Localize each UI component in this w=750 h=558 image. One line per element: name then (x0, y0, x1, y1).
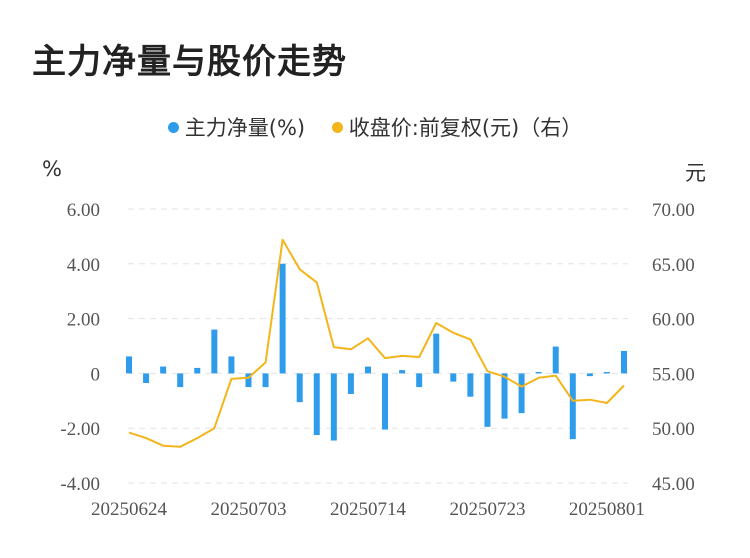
right-axis-unit: 元 (685, 161, 706, 185)
bar (330, 373, 337, 441)
bar (347, 373, 354, 394)
legend-bar-label: 主力净量(%) (184, 116, 306, 140)
bar (586, 373, 593, 377)
x-axis-tick-label: 20250714 (330, 499, 407, 520)
right-axis-tick-label: 55.00 (652, 364, 695, 385)
bar (228, 356, 235, 374)
bar (296, 373, 303, 403)
bar (399, 370, 406, 374)
right-axis-tick-label: 50.00 (652, 419, 695, 440)
bar (177, 373, 184, 388)
x-axis-tick-label: 20250723 (449, 499, 525, 520)
bar (211, 329, 218, 374)
bar (143, 373, 150, 383)
bar (552, 346, 559, 374)
right-axis-tick-label: 70.00 (652, 200, 695, 221)
left-axis-tick-label: 2.00 (67, 310, 100, 331)
bar (382, 373, 389, 430)
bar (126, 356, 132, 374)
bar (160, 366, 167, 374)
legend-item-line[interactable]: 收盘价:前复权(元)（右） (331, 112, 583, 142)
x-axis-tick-label: 20250703 (210, 499, 286, 520)
legend-item-bar[interactable]: 主力净量(%) (167, 112, 306, 142)
bar (569, 373, 576, 440)
bar (313, 373, 320, 436)
right-axis-tick-label: 60.00 (652, 310, 695, 331)
left-axis-tick-label: -2.00 (60, 419, 100, 440)
left-axis-unit: % (42, 157, 62, 181)
legend-line-label: 收盘价:前复权(元)（右） (348, 116, 583, 140)
bar (364, 366, 371, 374)
right-axis-tick-label: 65.00 (652, 255, 695, 276)
bar (484, 373, 491, 427)
bar (433, 333, 440, 374)
right-axis-tick-label: 45.00 (652, 474, 695, 495)
chart-title: 主力净量与股价走势 (32, 42, 347, 82)
left-axis-tick-label: -4.00 (60, 474, 100, 495)
bar (467, 373, 474, 397)
bar (194, 367, 201, 374)
x-axis-tick-label: 20250624 (91, 499, 168, 520)
bar (621, 350, 627, 374)
bar (518, 373, 525, 414)
legend-bar-swatch (167, 121, 179, 133)
bar (450, 373, 457, 382)
bar (535, 372, 542, 374)
chart-legend: 主力净量(%) 收盘价:前复权(元)（右） (0, 112, 750, 142)
bar (262, 373, 269, 388)
left-axis-tick-label: 0 (91, 364, 101, 385)
bar (416, 373, 423, 388)
left-axis-tick-label: 6.00 (67, 200, 100, 221)
x-axis-tick-label: 20250801 (569, 499, 645, 520)
bar (603, 372, 610, 374)
bar (245, 373, 252, 388)
bar (501, 373, 508, 419)
left-axis-tick-label: 4.00 (67, 255, 100, 276)
legend-line-swatch (331, 121, 343, 133)
bar (279, 263, 286, 374)
price-line (128, 238, 625, 448)
